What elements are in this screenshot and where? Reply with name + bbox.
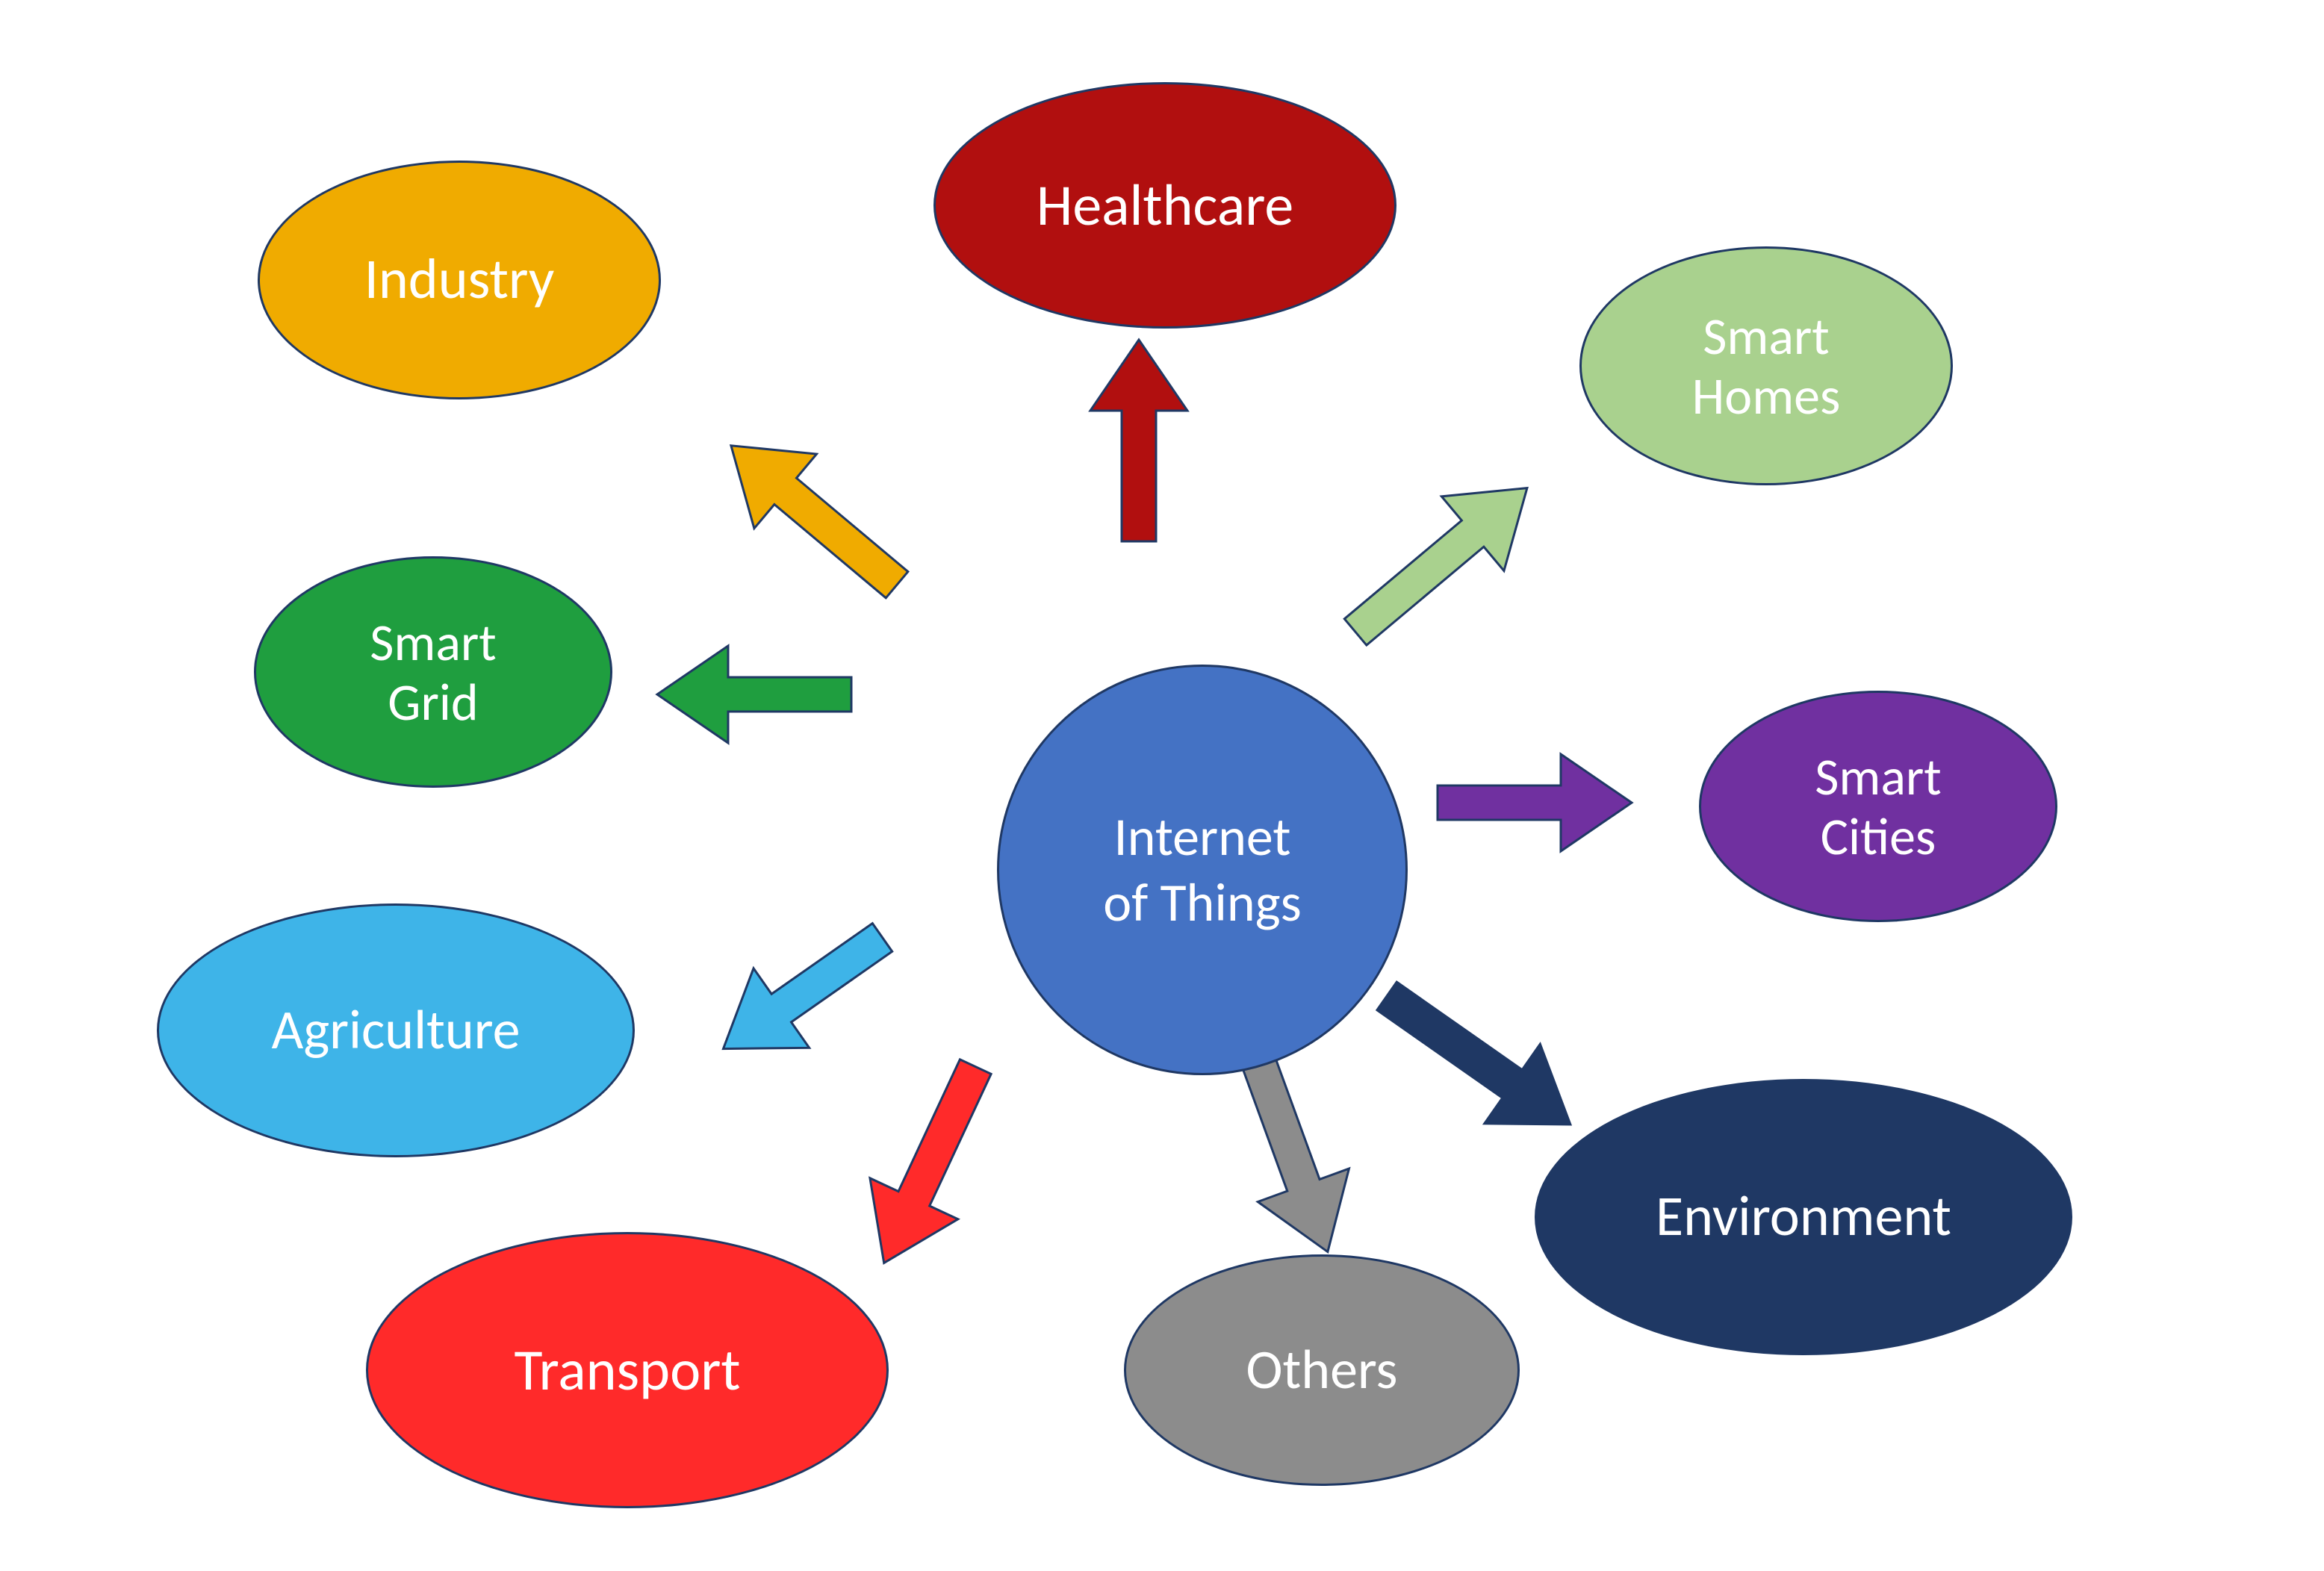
node-transport: Transport (366, 1232, 889, 1508)
node-agriculture: Agriculture (157, 903, 635, 1157)
iot-radial-diagram: Internetof Things Healthcare SmartHomes Sm… (0, 0, 2324, 1571)
node-label-smart-homes: SmartHomes (1692, 306, 1841, 426)
arrow-agriculture (695, 898, 910, 1089)
node-smart-homes: SmartHomes (1579, 246, 1953, 485)
center-label: Internetof Things (1103, 804, 1302, 936)
arrow-healthcare (1090, 340, 1187, 541)
node-label-agriculture: Agriculture (272, 998, 521, 1062)
node-environment: Environment (1535, 1079, 2072, 1355)
arrow-transport (840, 1046, 1019, 1284)
node-label-smart-cities: SmartCities (1815, 747, 1941, 867)
node-smart-cities: SmartCities (1699, 691, 2057, 922)
node-label-transport: Transport (514, 1337, 740, 1404)
arrow-industry (700, 408, 928, 622)
node-healthcare: Healthcare (933, 82, 1396, 329)
arrow-smart-homes (1324, 451, 1558, 669)
arrow-environment (1359, 956, 1598, 1165)
node-label-healthcare: Healthcare (1037, 172, 1293, 239)
node-industry: Industry (258, 161, 661, 399)
node-others: Others (1124, 1254, 1520, 1486)
node-label-industry: Industry (364, 247, 555, 312)
node-smart-grid: SmartGrid (254, 556, 612, 788)
node-label-smart-grid: SmartGrid (370, 612, 496, 732)
node-label-others: Others (1246, 1338, 1398, 1402)
center-node: Internetof Things (997, 665, 1408, 1075)
node-label-environment: Environment (1656, 1184, 1951, 1249)
arrow-smart-grid (657, 646, 851, 743)
arrow-others (1211, 1039, 1373, 1269)
arrow-smart-cities (1438, 754, 1632, 851)
